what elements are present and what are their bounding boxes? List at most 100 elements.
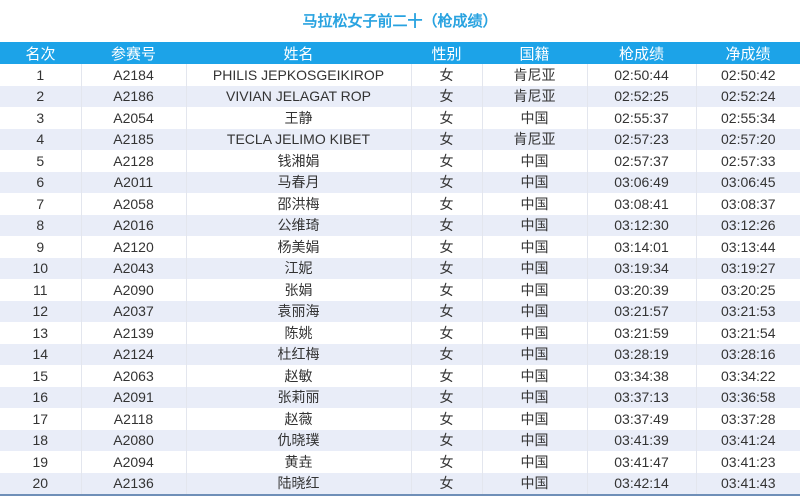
cell-rank: 16 bbox=[0, 386, 81, 408]
cell-gun-time: 03:08:41 bbox=[586, 193, 696, 215]
cell-gun-time: 03:20:39 bbox=[586, 279, 696, 301]
cell-rank: 8 bbox=[0, 214, 81, 236]
cell-rank: 4 bbox=[0, 128, 81, 150]
cell-gun-time: 03:41:47 bbox=[586, 451, 696, 473]
cell-net-time: 02:52:24 bbox=[695, 85, 800, 107]
cell-nationality: 中国 bbox=[481, 451, 587, 473]
cell-gun-time: 03:37:49 bbox=[586, 408, 696, 430]
cell-nationality: 中国 bbox=[481, 300, 587, 322]
cell-nationality: 中国 bbox=[481, 386, 587, 408]
cell-gender: 女 bbox=[410, 85, 482, 107]
cell-rank: 3 bbox=[36, 109, 45, 126]
cell-gun-time: 02:57:37 bbox=[586, 150, 696, 172]
cell-net-time: 03:41:43 bbox=[695, 472, 800, 496]
column-header-rank: 名次 bbox=[0, 42, 81, 64]
cell-net-time: 03:21:54 bbox=[695, 322, 800, 344]
cell-net-time: 03:21:53 bbox=[695, 300, 800, 322]
cell-rank: 1 bbox=[36, 66, 45, 83]
table-row: 13 A2139 陈姚女中国 03:21:59 03:21:54 bbox=[0, 322, 800, 344]
column-header-net-time: 净成绩 bbox=[696, 42, 800, 64]
column-header-nationality: 国籍 bbox=[482, 42, 587, 64]
table-row: 20 A2136 陆晓红女中国 03:42:14 03:41:43 bbox=[0, 472, 800, 496]
cell-bib: A2124 bbox=[80, 343, 186, 365]
cell-gender: 女 bbox=[410, 128, 482, 150]
cell-nationality: 中国 bbox=[481, 343, 587, 365]
cell-rank: 20 bbox=[0, 472, 81, 496]
table-row: 3 A2054 王静女中国 02:55:37 02:55:34 bbox=[0, 107, 800, 129]
cell-gender: 女 bbox=[410, 193, 482, 215]
cell-bib: A2043 bbox=[80, 257, 186, 279]
cell-net-time: 02:57:20 bbox=[695, 128, 800, 150]
column-header-name: 姓名 bbox=[186, 42, 411, 64]
cell-bib: A2184 bbox=[80, 64, 186, 86]
cell-nationality: 中国 bbox=[481, 257, 587, 279]
cell-gender: 女 bbox=[410, 171, 482, 193]
cell-net-time: 03:41:23 bbox=[695, 451, 800, 473]
cell-nationality: 中国 bbox=[481, 279, 587, 301]
cell-gender: 女 bbox=[410, 107, 482, 129]
cell-gender: 女 bbox=[410, 279, 482, 301]
cell-net-time: 03:19:27 bbox=[695, 257, 800, 279]
cell-name: 仇晓璞 bbox=[185, 429, 411, 451]
cell-gun-time: 03:14:01 bbox=[586, 236, 696, 258]
cell-name: 张娟 bbox=[185, 279, 411, 301]
cell-nationality: 中国 bbox=[481, 171, 587, 193]
cell-bib: A2090 bbox=[80, 279, 186, 301]
cell-gender: 女 bbox=[410, 365, 482, 387]
cell-rank: 17 bbox=[32, 410, 49, 427]
column-header-bib: 参赛号 bbox=[81, 42, 186, 64]
cell-gender: 女 bbox=[410, 214, 482, 236]
cell-net-time: 02:57:33 bbox=[695, 150, 800, 172]
cell-net-time: 03:13:44 bbox=[695, 236, 800, 258]
cell-nationality: 中国 bbox=[481, 107, 587, 129]
column-header-gun-time: 枪成绩 bbox=[587, 42, 696, 64]
cell-gender: 女 bbox=[410, 300, 482, 322]
cell-nationality: 中国 bbox=[481, 236, 587, 258]
cell-rank: 7 bbox=[36, 195, 45, 212]
cell-gun-time: 03:34:38 bbox=[586, 365, 696, 387]
table-row: 11 A2090 张娟女中国 03:20:39 03:20:25 bbox=[0, 279, 800, 301]
cell-rank: 2 bbox=[0, 85, 81, 107]
cell-name: 杜红梅 bbox=[185, 343, 411, 365]
cell-net-time: 02:55:34 bbox=[695, 107, 800, 129]
cell-net-time: 03:36:58 bbox=[695, 386, 800, 408]
cell-name: 黄垚 bbox=[185, 451, 411, 473]
cell-nationality: 中国 bbox=[481, 193, 587, 215]
cell-rank: 10 bbox=[0, 257, 81, 279]
cell-bib: A2128 bbox=[80, 150, 186, 172]
cell-name: VIVIAN JELAGAT ROP bbox=[185, 85, 411, 107]
cell-name: 赵敏 bbox=[185, 365, 411, 387]
cell-net-time: 03:06:45 bbox=[695, 171, 800, 193]
cell-nationality: 中国 bbox=[481, 214, 587, 236]
cell-bib: A2186 bbox=[80, 85, 186, 107]
cell-rank: 14 bbox=[0, 343, 81, 365]
cell-bib: A2185 bbox=[80, 128, 186, 150]
cell-rank: 12 bbox=[0, 300, 81, 322]
cell-gun-time: 03:41:39 bbox=[586, 429, 696, 451]
cell-gender: 女 bbox=[410, 472, 482, 496]
cell-nationality: 肯尼亚 bbox=[481, 128, 587, 150]
table-row: 2 A2186 VIVIAN JELAGAT ROP 女肯尼亚 02:52:25 02:5… bbox=[0, 85, 800, 107]
table-row: 10 A2043 江妮女中国 03:19:34 03:19:27 bbox=[0, 257, 800, 279]
cell-gender: 女 bbox=[410, 236, 482, 258]
table-row: 8 A2016 公维琦女中国 03:12:30 03:12:26 bbox=[0, 214, 800, 236]
cell-net-time: 03:28:16 bbox=[695, 343, 800, 365]
cell-net-time: 03:08:37 bbox=[695, 193, 800, 215]
table-row: 15 A2063 赵敏女中国 03:34:38 03:34:22 bbox=[0, 365, 800, 387]
cell-gender: 女 bbox=[410, 322, 482, 344]
cell-nationality: 中国 bbox=[481, 429, 587, 451]
cell-net-time: 03:37:28 bbox=[695, 408, 800, 430]
cell-gun-time: 02:57:23 bbox=[586, 128, 696, 150]
cell-gender: 女 bbox=[410, 150, 482, 172]
cell-bib: A2139 bbox=[80, 322, 186, 344]
cell-gun-time: 02:52:25 bbox=[586, 85, 696, 107]
table-row: 6 A2011 马春月女中国 03:06:49 03:06:45 bbox=[0, 171, 800, 193]
table-row: 18 A2080 仇晓璞女中国 03:41:39 03:41:24 bbox=[0, 429, 800, 451]
cell-gender: 女 bbox=[410, 408, 482, 430]
table-row: 12 A2037 袁丽海女中国 03:21:57 03:21:53 bbox=[0, 300, 800, 322]
cell-gun-time: 03:37:13 bbox=[586, 386, 696, 408]
column-header-gender: 性别 bbox=[411, 42, 482, 64]
cell-gun-time: 03:06:49 bbox=[586, 171, 696, 193]
cell-net-time: 03:34:22 bbox=[695, 365, 800, 387]
table-row: 19 A2094 黄垚女中国 03:41:47 03:41:23 bbox=[0, 451, 800, 473]
